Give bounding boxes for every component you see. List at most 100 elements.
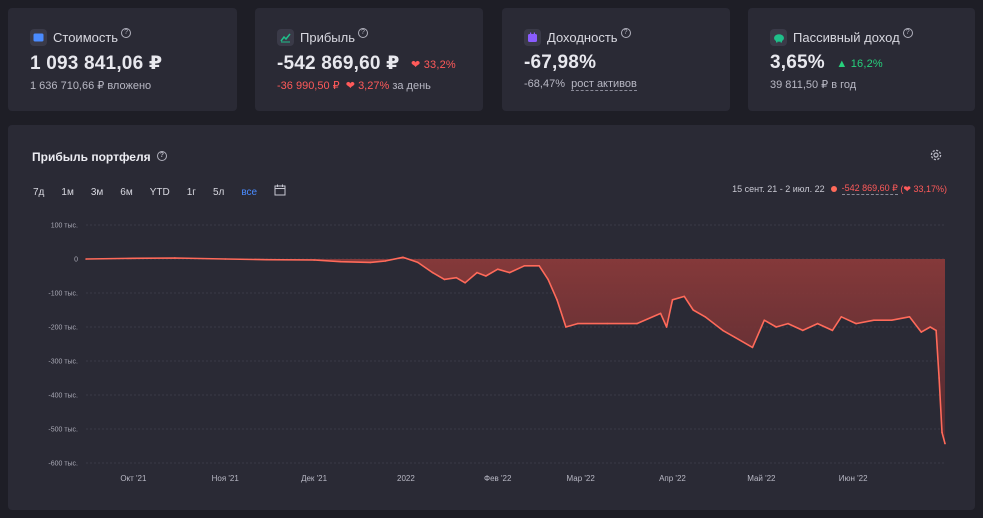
range-all[interactable]: все [241, 186, 258, 198]
range-1y[interactable]: 1г [186, 186, 196, 198]
card-title: Прибыль [300, 29, 355, 45]
card-yield: Доходность ? -67,98% -68,47% рост активо… [502, 8, 730, 111]
card-title: Стоимость [53, 29, 119, 45]
info-icon[interactable]: ? [121, 28, 132, 38]
chart-icon [277, 28, 294, 46]
range-5y[interactable]: 5л [212, 186, 225, 198]
info-icon[interactable]: ? [357, 28, 368, 38]
card-subtitle: -36 990,50 ₽ ❤ 3,27% за день [277, 79, 483, 92]
data-point [402, 256, 404, 259]
x-tick-label: 2022 [397, 474, 415, 483]
y-tick-label: 100 тыс. [51, 223, 78, 230]
data-point [132, 257, 135, 260]
y-tick-label: -300 тыс. [48, 359, 78, 366]
data-point [938, 377, 940, 379]
data-point [384, 260, 386, 262]
data-point [565, 326, 567, 328]
profit-area [86, 257, 945, 444]
data-point [775, 326, 777, 328]
data-point [802, 329, 804, 332]
range-6m[interactable]: 6м [120, 186, 133, 198]
calendar-picker-icon[interactable] [274, 183, 286, 201]
data-point [455, 276, 458, 279]
data-point [816, 322, 819, 325]
x-tick-label: Май '22 [747, 474, 776, 483]
range-1m[interactable]: 1м [61, 186, 74, 198]
data-point [431, 271, 434, 274]
card-subtitle: 1 636 710,66 ₽ вложено [30, 80, 152, 92]
data-point [704, 316, 706, 318]
panel-title: Прибыль портфеля ? [32, 150, 167, 165]
card-subtitle: -68,47% рост активов [524, 78, 730, 91]
summary-change-percent: 33,17% [913, 183, 944, 194]
data-point [416, 261, 419, 264]
chart-summary: 15 сент. 21 - 2 июл. 22 -542 869,60 ₽ (❤… [732, 183, 947, 195]
range-7d[interactable]: 7д [33, 186, 45, 198]
card-title: Пассивный доход [793, 29, 900, 45]
x-tick-label: Апр '22 [659, 474, 686, 483]
data-point [831, 329, 834, 332]
data-point [659, 312, 662, 315]
data-point [556, 299, 558, 301]
info-icon[interactable]: ? [902, 28, 913, 38]
card-subtitle: 39 811,50 ₽ в год [770, 79, 857, 91]
data-point [265, 258, 268, 261]
x-tick-label: Дек '21 [301, 474, 328, 483]
x-tick-label: Окт '21 [120, 474, 147, 483]
range-ytd[interactable]: YTD [149, 186, 170, 198]
card-profit: Прибыль ? -542 869,60 ₽ ❤ 33,2% -36 990,… [255, 8, 483, 111]
data-point [908, 316, 911, 318]
data-point [763, 319, 766, 322]
card-value-amount: 3,65% ▲ 16,2% [770, 52, 975, 74]
card-title: Доходность [547, 29, 618, 45]
data-point [174, 257, 176, 259]
data-point [671, 299, 674, 301]
info-icon[interactable]: ? [620, 28, 631, 38]
y-tick-label: -600 тыс. [48, 461, 78, 468]
x-tick-label: Мар '22 [567, 474, 596, 483]
gear-icon[interactable] [929, 148, 943, 167]
data-point [464, 282, 466, 284]
data-point [692, 309, 695, 311]
summary-value: -542 869,60 ₽ [841, 183, 898, 195]
data-point [787, 322, 789, 325]
growth-link[interactable]: рост активов [571, 78, 637, 91]
heart-down-icon: ❤ [342, 80, 355, 92]
range-3m[interactable]: 3м [90, 186, 104, 198]
data-point [840, 316, 843, 318]
card-value-amount: -67,98% [524, 52, 597, 73]
y-tick-label: -400 тыс. [48, 393, 78, 400]
card-value-amount: 1 093 841,06 ₽ [30, 53, 163, 74]
data-point [496, 268, 499, 271]
data-point [339, 260, 342, 263]
data-point [485, 275, 487, 277]
profit-value: -542 869,60 ₽ [277, 53, 400, 74]
data-point [890, 319, 893, 322]
daily-change: 3,27% [358, 80, 390, 92]
data-point [920, 331, 923, 333]
triangle-up-icon: ▲ [836, 58, 848, 70]
legend-dot [830, 186, 837, 192]
data-point [313, 259, 315, 261]
x-tick-label: Фев '22 [484, 474, 512, 483]
data-point [576, 322, 579, 325]
data-point [538, 265, 540, 267]
calendar-icon [524, 28, 541, 46]
piggy-bank-icon [770, 28, 787, 46]
info-icon[interactable]: ? [156, 151, 167, 161]
data-point [508, 271, 511, 274]
data-point [873, 319, 875, 322]
x-tick-label: Июн '22 [839, 474, 868, 483]
change-badge: ❤ 33,2% [411, 59, 456, 71]
data-point [683, 295, 686, 298]
change-badge: ▲ 16,2% [836, 58, 883, 70]
data-point [636, 322, 638, 325]
data-point [935, 329, 937, 332]
summary-period: 15 сент. 21 - 2 июл. 22 [732, 184, 825, 194]
heart-down-icon: ❤ [411, 59, 421, 71]
change-percent: 16,2% [850, 58, 883, 70]
data-point [476, 271, 478, 274]
data-point [855, 322, 857, 325]
x-tick-label: Ноя '21 [212, 474, 240, 483]
